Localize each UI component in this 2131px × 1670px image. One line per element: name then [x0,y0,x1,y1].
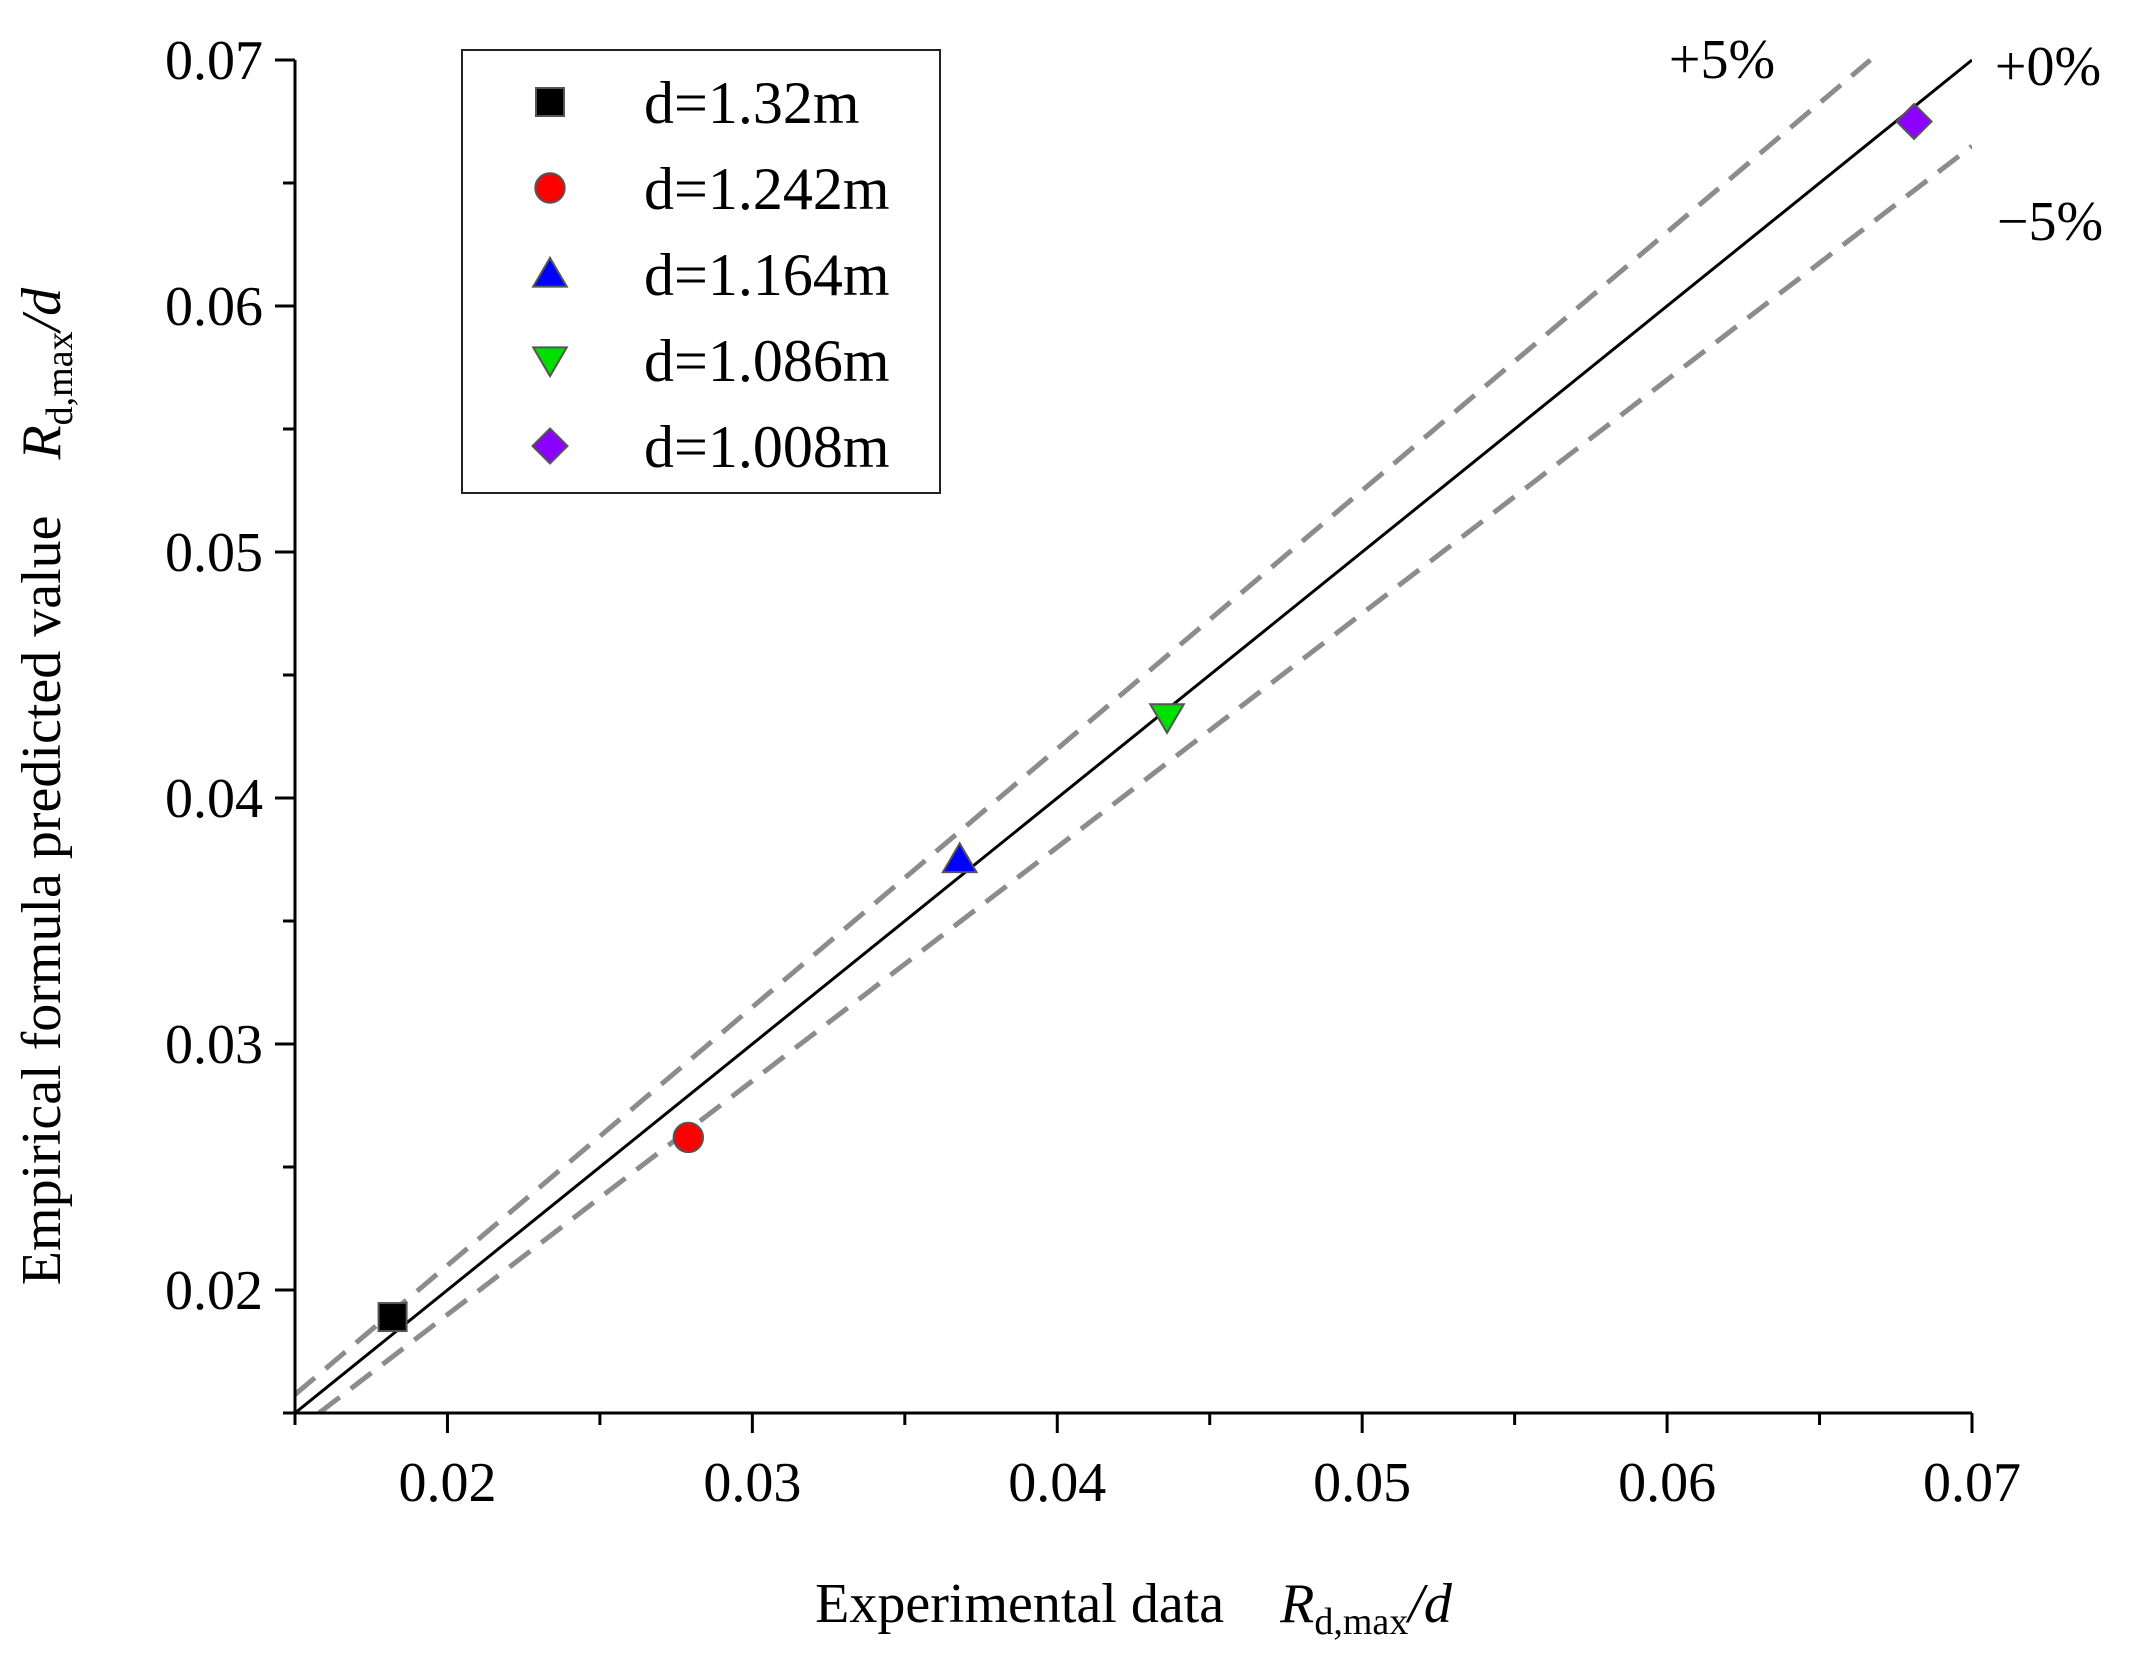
legend-label: d=1.164m [644,242,890,308]
reference-line-0pct [295,58,1972,1413]
y-tick-label: 0.04 [165,768,263,830]
label-minus5pct: −5% [1997,191,2103,253]
y-axis-title: Empirical formula predicted value Rd,max… [11,287,81,1285]
legend-label: d=1.32m [644,70,860,136]
legend-label: d=1.086m [644,328,890,394]
y-tick-label: 0.02 [165,1260,263,1322]
x-tick-label: 0.04 [1008,1452,1106,1514]
x-tick-label: 0.03 [703,1452,801,1514]
axis-titles: +0% +5% −5% Experimental data Rd,max/d Empir… [11,29,2103,1643]
x-tick-label: 0.07 [1923,1452,2021,1514]
data-points [377,102,1933,1333]
x-tick-label: 0.02 [398,1452,496,1514]
label-plus5pct: +5% [1669,29,1775,91]
axes: 0.02 0.03 0.04 0.05 0.06 0.07 0.02 0.03 0.04 0.05… [165,30,2021,1514]
data-point-d-1-164m [941,841,979,874]
reference-lines [295,58,1972,1413]
y-tick-label: 0.06 [165,276,263,338]
data-point-d-1-086m [1148,703,1186,735]
y-tick-label: 0.05 [165,522,263,584]
y-tick-label: 0.07 [165,30,263,92]
x-axis-title: Experimental data Rd,max/d [815,1573,1453,1643]
legend-label: d=1.008m [644,414,890,480]
legend: d=1.32m d=1.242m d=1.164m d=1.086m d=1.008m [461,49,941,494]
label-0pct: +0% [1995,36,2101,98]
data-point-d-1-008m [1895,102,1933,141]
reference-line-minus5pct [317,144,1972,1413]
y-tick-label: 0.03 [165,1014,263,1076]
x-tick-label: 0.06 [1618,1452,1716,1514]
x-tick-label: 0.05 [1313,1452,1411,1514]
legend-marker-d-1-008m [531,427,569,465]
legend-label: d=1.242m [644,156,890,222]
legend-marker-d-1-164m [531,255,569,288]
legend-marker-d-1-242m [534,172,566,204]
data-point-d-1-242m [672,1121,705,1154]
legend-marker-d-1-086m [531,346,569,379]
reference-line-plus5pct [295,58,1872,1397]
legend-marker-d-1-32m [535,87,565,117]
data-point-d-1-32m [377,1302,408,1333]
